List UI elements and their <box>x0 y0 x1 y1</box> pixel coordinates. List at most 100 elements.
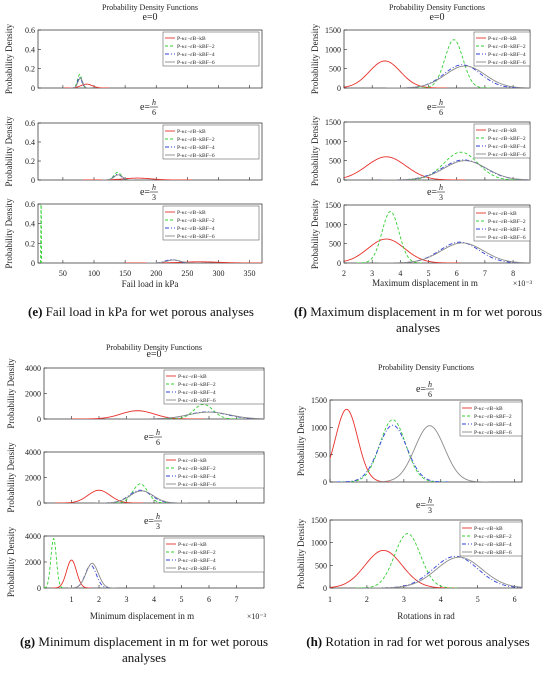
chart-title: Probability Density Functions <box>106 343 202 352</box>
y-tick-label: 1000 <box>325 45 341 54</box>
y-tick-label: 0 <box>37 499 41 508</box>
legend-entry-1: P-κc−εB−kB <box>178 374 207 380</box>
panel-label-numerator: h <box>152 98 156 107</box>
y-tick-label: 500 <box>315 561 327 570</box>
series-curve-1 <box>344 156 466 180</box>
chart-min-displacement: Probability Density Functionse=002000400… <box>6 343 267 621</box>
y-tick-label: 1000 <box>325 137 341 146</box>
y-tick-label: 0 <box>31 84 35 93</box>
legend-entry-3: P-κc−εB−kBF−4 <box>178 474 216 480</box>
y-tick-label: 1500 <box>311 516 327 525</box>
y-tick-label: 0.6 <box>25 26 35 35</box>
y-tick-label: 1500 <box>325 118 341 127</box>
x-tick-label: 300 <box>212 269 224 278</box>
panel-label-numerator: h <box>156 512 160 521</box>
caption-h: (h) Rotation in rad for wet porous analy… <box>292 634 544 650</box>
series-curve-1 <box>344 60 447 88</box>
legend-entry-4: P-κc−εB−kBF−6 <box>177 153 215 159</box>
panel-label: e= <box>144 432 154 443</box>
x-tick-label: 5 <box>427 269 431 278</box>
panel-label-denominator: 6 <box>428 390 432 399</box>
y-tick-label: 500 <box>315 451 327 460</box>
panel: e= h6 0 2000 4000 Probability Density P-κc−εB−… <box>6 428 265 513</box>
panel-label-numerator: h <box>428 496 432 505</box>
y-tick-label: 2000 <box>25 474 41 483</box>
x-tick-label: 250 <box>181 269 193 278</box>
legend-box <box>162 31 260 67</box>
series-curve-3 <box>336 424 449 482</box>
series-curve-4 <box>367 556 522 588</box>
y-tick-label: 500 <box>329 157 341 166</box>
x-tick-label: 7 <box>483 269 487 278</box>
panel-label: e= <box>140 187 150 198</box>
panel: e= h6 0 500 1000 1500 Probability Density P-κc−… <box>310 98 531 186</box>
legend-box <box>162 124 260 160</box>
series-curve-2 <box>110 483 170 503</box>
x-tick-label: 50 <box>59 269 67 278</box>
legend-entry-2: P-κc−εB−kBF−2 <box>178 382 216 388</box>
legend-entry-4: P-κc−εB−kBF−6 <box>488 152 526 158</box>
chart-fail-load: Probability Density Functionse=000.20.40… <box>4 3 263 289</box>
legend-entry-1: P-κc−εB−kB <box>488 211 517 217</box>
panel: e= h6 0 500 1000 1500 Probability Density P-κc−… <box>296 380 523 487</box>
series-curve-1 <box>330 408 391 482</box>
x-axis-label: Rotations in rad <box>397 611 455 621</box>
panel-label-denominator: 3 <box>439 193 443 202</box>
panel-label: e= <box>427 102 437 113</box>
panel-label-numerator: h <box>156 428 160 437</box>
x-tick-label: 1 <box>328 595 332 604</box>
y-tick-label: 0 <box>337 84 341 93</box>
caption-e-text: Fail load in kPa for wet porous analyses <box>45 304 254 319</box>
legend-entry-3: P-κc−εB−kBF−4 <box>177 52 215 58</box>
x-axis-label: Fail load in kPa <box>122 279 179 289</box>
caption-f-text: Maximum displacement in m for wet porous… <box>310 304 543 335</box>
legend-entry-1: P-κc−εB−kB <box>177 210 206 216</box>
x-tick-label: 6 <box>513 595 517 604</box>
caption-e: (e) Fail load in kPa for wet porous anal… <box>20 304 262 320</box>
y-axis-label: Probability Density <box>296 405 306 476</box>
y-axis-label: Probability Density <box>296 518 306 589</box>
legend-entry-2: P-κc−εB−kBF−2 <box>488 44 526 50</box>
x-tick-label: 8 <box>511 269 515 278</box>
y-axis-label: Probability Density <box>310 23 320 94</box>
legend-entry-2: P-κc−εB−kBF−2 <box>177 137 215 143</box>
series-curve-2 <box>341 419 445 482</box>
y-tick-label: 0.4 <box>25 45 35 54</box>
legend-entry-4: P-κc−εB−kBF−6 <box>178 566 216 572</box>
caption-h-letter: (h) <box>306 634 323 649</box>
legend-entry-3: P-κc−εB−kBF−4 <box>488 144 526 150</box>
legend-box <box>162 205 260 241</box>
legend-entry-4: P-κc−εB−kBF−6 <box>177 234 215 240</box>
series-curve-1 <box>54 489 144 503</box>
series-curve-1 <box>344 238 460 263</box>
panel-label-numerator: h <box>439 98 443 107</box>
x-tick-label: 2 <box>342 269 346 278</box>
panel-label-denominator: 3 <box>156 522 160 531</box>
x-tick-label: 7 <box>235 595 239 604</box>
panel: e= h3 0 0.2 0.4 0.6 Probability Density P-κc−εB… <box>4 183 263 269</box>
y-tick-label: 4000 <box>25 448 41 457</box>
legend-entry-1: P-κc−εB−kB <box>474 526 503 532</box>
panel-axes <box>37 122 263 181</box>
panel-label-denominator: 3 <box>428 506 432 515</box>
legend-entry-4: P-κc−εB−kBF−6 <box>178 398 216 404</box>
legend-entry-2: P-κc−εB−kBF−2 <box>488 136 526 142</box>
panel-label: e= <box>144 516 154 527</box>
legend-entry-4: P-κc−εB−kBF−6 <box>178 482 216 488</box>
caption-f: (f) Maximum displacement in m for wet po… <box>292 304 544 336</box>
x-tick-label: 3 <box>402 595 406 604</box>
legend-entry-3: P-κc−εB−kBF−4 <box>178 390 216 396</box>
panel-label-numerator: h <box>439 183 443 192</box>
caption-e-letter: (e) <box>27 304 43 319</box>
legend-entry-4: P-κc−εB−kBF−6 <box>474 550 512 556</box>
x-tick-label: 4 <box>152 595 156 604</box>
series-curve-2 <box>164 403 243 419</box>
caption-h-text: Rotation in rad for wet porous analyses <box>325 634 530 649</box>
panel: e= h3 0 500 1000 1500 Probability Density P-κc−… <box>296 496 523 593</box>
x-axis-label: Minimum displacement in m <box>90 611 194 621</box>
y-tick-label: 0 <box>337 259 341 268</box>
legend-entry-1: P-κc−εB−kB <box>178 458 207 464</box>
legend: P-κc−εB−kB P-κc−εB−kBF−2 P-κc−εB−kBF−4 P-κc… <box>163 369 265 405</box>
x-tick-label: 100 <box>88 269 100 278</box>
x-tick-label: 3 <box>125 595 129 604</box>
